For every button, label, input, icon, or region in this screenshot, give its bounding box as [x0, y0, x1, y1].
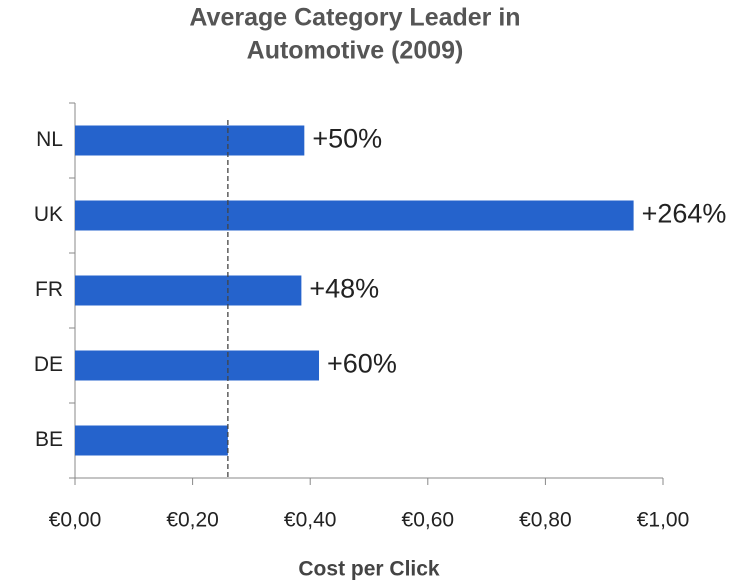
x-tick-label: €0,00 [49, 509, 102, 532]
y-tick-label: UK [34, 203, 63, 226]
x-axis-title: Cost per Click [298, 558, 440, 581]
x-tick-label: €0,60 [402, 509, 455, 532]
annotation: +60% [327, 349, 397, 379]
x-tick-label: €0,40 [284, 509, 337, 532]
annotation: +264% [642, 199, 727, 229]
x-tick-label: €1,00 [637, 509, 690, 532]
bar [75, 425, 228, 456]
bar [75, 200, 634, 231]
bar [75, 275, 302, 306]
bar [75, 350, 320, 381]
x-tick-label: €0,80 [519, 509, 572, 532]
x-tick-label: €0,20 [166, 509, 219, 532]
annotation: +50% [312, 124, 382, 154]
y-tick-label: BE [35, 428, 63, 451]
chart-title: Automotive (2009) [247, 37, 464, 65]
y-tick-label: DE [34, 353, 63, 376]
bar [75, 125, 305, 156]
y-tick-label: FR [35, 278, 63, 301]
annotation: +48% [309, 274, 379, 304]
y-tick-label: NL [36, 128, 63, 151]
chart-title: Average Category Leader in [189, 4, 520, 32]
